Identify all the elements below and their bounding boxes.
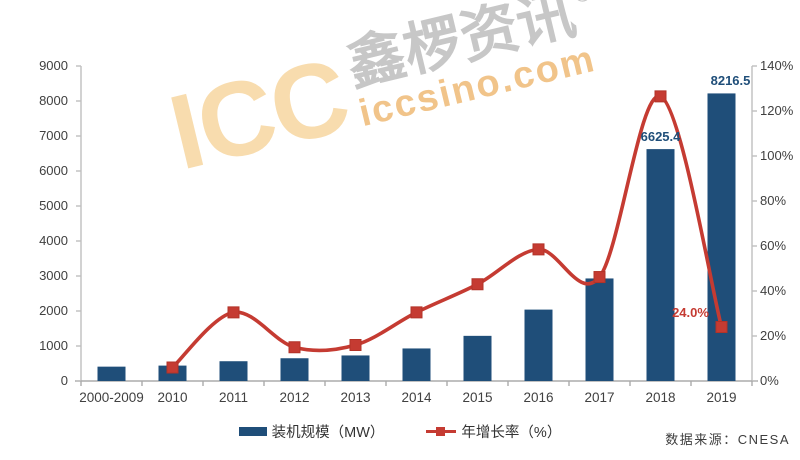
bar-2019 (707, 93, 736, 382)
legend-label-capacity: 装机规模（MW） (271, 425, 385, 441)
y-axis-tick-label: 3000 (39, 268, 68, 283)
x-axis-category-label: 2011 (218, 390, 249, 405)
marker-2019 (715, 321, 728, 333)
y-axis-tick-label: 5000 (39, 198, 68, 213)
x-axis-category-label: 2015 (462, 390, 493, 405)
y-axis-tick-label: 8000 (39, 93, 68, 108)
y2-axis-tick-label: 40% (760, 283, 787, 298)
y2-axis-tick-label: 60% (760, 238, 787, 253)
x-axis-category-label: 2018 (645, 390, 676, 405)
y-axis-tick-label: 0 (60, 373, 68, 388)
y2-axis-tick-label: 20% (760, 328, 787, 343)
y2-axis-tick-label: 100% (760, 148, 794, 163)
x-axis-category-label: 2000-2009 (79, 390, 144, 405)
y-axis-tick-label: 9000 (39, 58, 68, 73)
marker-2015 (471, 278, 484, 291)
data-label-6625.4: 6625.4 (640, 129, 681, 145)
x-axis-category-label: 2012 (279, 390, 310, 405)
bar-2014 (402, 348, 431, 381)
bar-2011 (219, 361, 248, 381)
y2-axis-tick-label: 120% (760, 103, 794, 118)
marker-2010 (166, 361, 179, 374)
y-axis-tick-label: 4000 (39, 233, 68, 248)
data-source-note: 数据来源：CNESA (665, 432, 790, 447)
marker-2014 (410, 306, 423, 319)
line-series-swatch (426, 427, 457, 436)
legend-item-growth: 年增长率（%） (426, 421, 561, 442)
x-axis-category-label: 2017 (584, 390, 615, 405)
bar-2017 (585, 278, 614, 381)
y2-axis-tick-label: 80% (760, 193, 787, 208)
x-axis-category-label: 2010 (157, 390, 188, 405)
y-axis-tick-label: 7000 (39, 128, 68, 143)
x-axis-category-label: 2014 (401, 390, 432, 405)
growth-rate-line (171, 94, 724, 369)
bar-2013 (341, 355, 370, 381)
marker-2016 (532, 243, 545, 256)
x-axis-category-label: 2019 (706, 390, 737, 405)
bar-2012 (280, 358, 309, 381)
legend-item-capacity: 装机规模（MW） (238, 421, 385, 442)
x-axis-category-label: 2013 (340, 390, 371, 405)
marker-2017 (593, 271, 606, 284)
marker-2018 (654, 90, 667, 103)
chart-legend: 装机规模（MW） 年增长率（%） (0, 421, 800, 442)
x-axis-category-label: 2016 (523, 390, 554, 405)
y2-axis-tick-label: 0% (760, 373, 779, 388)
bar-2018 (646, 149, 675, 381)
legend-label-growth: 年增长率（%） (461, 425, 562, 441)
bar-2000-2009 (97, 366, 126, 381)
bar-2015 (463, 335, 492, 381)
y-axis-tick-label: 2000 (39, 303, 68, 318)
y2-axis-tick-label: 140% (760, 58, 794, 73)
marker-2012 (288, 341, 301, 354)
data-label-24.0: 24.0% (672, 305, 709, 320)
y-axis-tick-label: 1000 (39, 338, 68, 353)
marker-2011 (227, 306, 240, 319)
data-label-8216.5: 8216.5 (710, 73, 751, 89)
bar-series-swatch (238, 427, 267, 436)
marker-2013 (349, 339, 362, 351)
y-axis-tick-label: 6000 (39, 163, 68, 178)
bar-2016 (524, 309, 553, 381)
